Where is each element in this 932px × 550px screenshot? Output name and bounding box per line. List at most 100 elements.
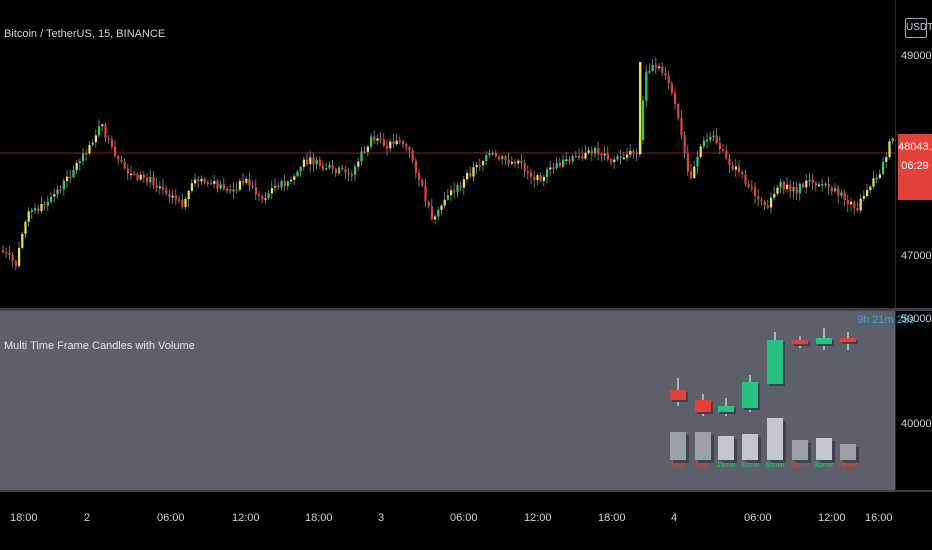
candle-body xyxy=(734,166,737,170)
candle-body xyxy=(382,139,385,146)
candle-body xyxy=(123,162,126,169)
candle-body xyxy=(142,174,145,178)
candle-body xyxy=(456,185,459,192)
candle-body xyxy=(427,201,430,207)
candle-body xyxy=(98,126,101,136)
candle-body xyxy=(856,207,859,211)
time-tick: 18:00 xyxy=(305,512,333,524)
currency-badge[interactable]: USDT xyxy=(905,18,932,38)
candle-body xyxy=(744,174,747,184)
candle-body xyxy=(424,185,427,202)
candle-body xyxy=(434,216,437,220)
candle-body xyxy=(875,177,878,180)
indicator-tick-top: 50000.00 xyxy=(901,313,932,325)
candle-body xyxy=(824,183,827,186)
candle-body xyxy=(350,173,353,176)
time-axis[interactable]: 18:00 2 06:00 12:00 18:00 3 06:00 12:00 18:00 4 06… xyxy=(0,492,895,550)
candle-body xyxy=(354,166,357,175)
candle-body xyxy=(347,172,350,174)
candle-body xyxy=(827,183,830,188)
candle-body xyxy=(82,153,85,162)
candle-body xyxy=(158,186,161,189)
price-axis-divider xyxy=(895,0,896,490)
candle-body xyxy=(309,157,312,165)
candle-body xyxy=(120,159,123,163)
candle-body xyxy=(462,179,465,188)
price-chart[interactable] xyxy=(0,0,895,308)
candle-body xyxy=(571,156,574,162)
candle-body xyxy=(59,189,62,191)
candle-body xyxy=(488,153,491,156)
candle-body xyxy=(741,172,744,175)
timeframe-label: 1Wmin xyxy=(837,462,859,469)
candle-body xyxy=(213,181,216,184)
candle-body xyxy=(510,161,513,164)
candle-body xyxy=(386,145,389,149)
candle-body xyxy=(622,157,625,160)
candle-body xyxy=(862,196,865,199)
volume-bar xyxy=(670,432,686,460)
candle-body xyxy=(693,166,696,179)
candle-body xyxy=(88,145,91,154)
candle-body xyxy=(405,144,408,147)
candle-body xyxy=(11,255,14,261)
volume-bar xyxy=(695,432,711,460)
candle-body xyxy=(613,159,616,163)
candle-body xyxy=(872,178,875,187)
candle-body xyxy=(30,210,33,212)
candle-body xyxy=(277,185,280,188)
candle-body xyxy=(101,124,104,127)
candle-body xyxy=(222,184,225,190)
candle-body xyxy=(270,188,273,194)
candle-body xyxy=(117,156,120,160)
candle-body xyxy=(610,159,613,163)
candle-body xyxy=(728,158,731,166)
candle-body xyxy=(821,184,824,186)
pane-divider[interactable] xyxy=(0,308,932,311)
indicator-title[interactable]: Multi Time Frame Candles with Volume xyxy=(4,340,195,352)
candle-body xyxy=(248,179,251,186)
candle-body xyxy=(549,167,552,170)
volume-bar xyxy=(816,438,832,460)
candle-body xyxy=(715,135,718,144)
candle-body xyxy=(398,140,401,143)
candle-body xyxy=(485,155,488,162)
time-tick: 12:00 xyxy=(232,512,260,524)
candle-body xyxy=(792,187,795,192)
candle-body xyxy=(754,187,757,197)
candle-body xyxy=(62,180,65,190)
candle-body xyxy=(254,187,257,195)
candle-body xyxy=(312,157,315,165)
candle-body xyxy=(43,203,46,206)
candle-body xyxy=(174,195,177,200)
candle-body xyxy=(334,168,337,174)
candle-body xyxy=(229,188,232,192)
candle-body xyxy=(283,181,286,186)
candle-body xyxy=(293,176,296,180)
candle-body xyxy=(690,171,693,179)
price-tick-top: 49000.00 xyxy=(901,50,932,62)
candle-body xyxy=(325,168,328,170)
candle-body xyxy=(411,150,414,161)
candle-body xyxy=(430,206,433,220)
candle-body xyxy=(8,253,11,256)
candle-body xyxy=(664,72,667,76)
candle-body xyxy=(139,174,142,180)
candle-body xyxy=(190,183,193,191)
mtf-candle-body xyxy=(792,340,808,344)
volume-bar xyxy=(718,436,734,460)
candle-body xyxy=(376,138,379,141)
candle-body xyxy=(587,150,590,153)
symbol-label[interactable]: Bitcoin / TetherUS, 15, BINANCE xyxy=(4,28,166,40)
candle-body xyxy=(165,189,168,195)
candle-body xyxy=(869,186,872,190)
time-tick: 18:00 xyxy=(598,512,626,524)
candle-body xyxy=(69,176,72,179)
candle-body xyxy=(818,184,821,187)
time-tick: 3 xyxy=(378,512,385,524)
candle-body xyxy=(389,141,392,149)
candle-body xyxy=(472,167,475,177)
candle-body xyxy=(789,184,792,192)
mtf-candle-body xyxy=(767,340,783,384)
candle-body xyxy=(392,141,395,145)
